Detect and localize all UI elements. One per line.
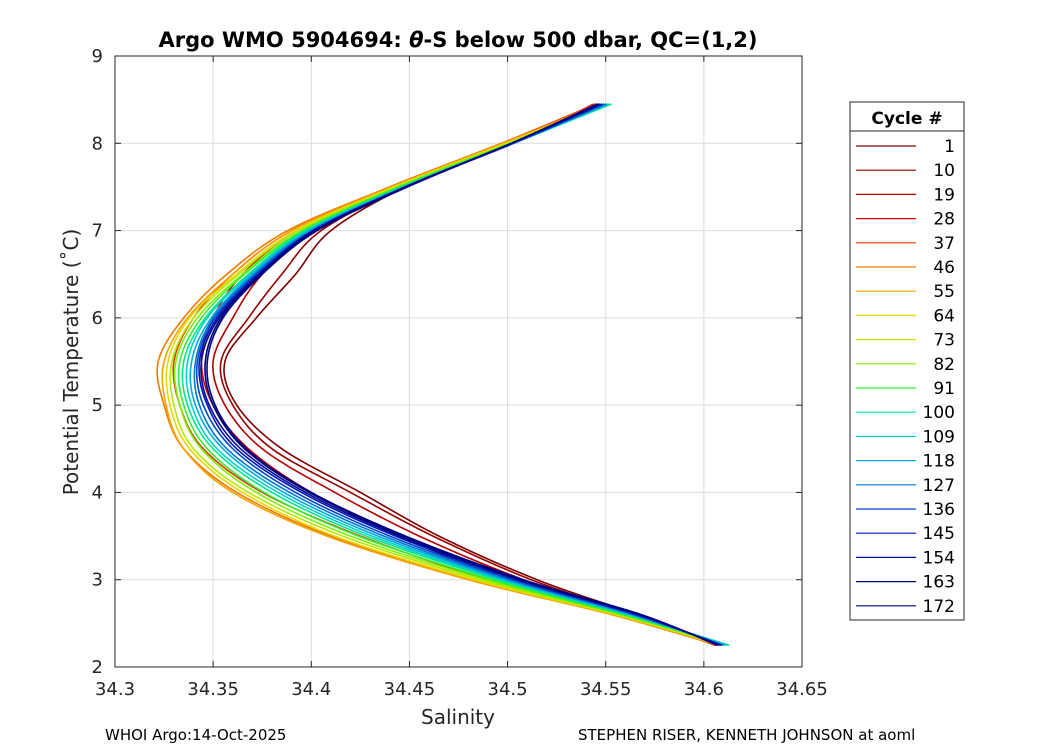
y-axis-label: Potential Temperature (˚C) bbox=[59, 229, 83, 496]
x-tick-label: 34.4 bbox=[291, 679, 331, 700]
x-tick-label: 34.65 bbox=[776, 679, 828, 700]
legend-label-118: 118 bbox=[923, 452, 955, 472]
legend-label-73: 73 bbox=[933, 331, 955, 351]
x-tick-label: 34.45 bbox=[384, 679, 436, 700]
legend-label-163: 163 bbox=[923, 573, 955, 593]
legend-label-37: 37 bbox=[933, 234, 955, 254]
x-tick-label: 34.55 bbox=[580, 679, 632, 700]
chart-title: Argo WMO 5904694: θ-S below 500 dbar, QC… bbox=[158, 28, 757, 52]
axes-box bbox=[114, 55, 803, 668]
legend-label-64: 64 bbox=[933, 306, 955, 326]
legend-label-136: 136 bbox=[923, 500, 955, 520]
x-tick-label: 34.3 bbox=[95, 679, 135, 700]
legend-label-19: 19 bbox=[933, 185, 955, 205]
legend-label-154: 154 bbox=[923, 548, 955, 568]
legend: Cycle # 1 10 19 28 37 46 55 64 73 82 91 100 109 118 12… bbox=[849, 101, 965, 621]
x-axis-label: Salinity bbox=[421, 705, 495, 729]
grid-lines bbox=[115, 56, 802, 667]
x-axis-ticks: 34.3 34.35 34.4 34.45 34.5 34.55 34.6 34.65 bbox=[95, 56, 828, 700]
x-tick-label: 34.5 bbox=[488, 679, 528, 700]
legend-label-10: 10 bbox=[933, 161, 955, 181]
x-tick-label: 34.35 bbox=[187, 679, 239, 700]
footer-left: WHOI Argo:14-Oct-2025 bbox=[105, 726, 287, 744]
y-tick-label: 4 bbox=[92, 482, 103, 503]
legend-items: 1 10 19 28 37 46 55 64 73 82 91 100 109 118 127 136 145 1… bbox=[856, 137, 955, 617]
legend-label-91: 91 bbox=[933, 379, 955, 399]
legend-label-1: 1 bbox=[944, 137, 955, 157]
y-tick-label: 3 bbox=[92, 570, 103, 591]
y-tick-label: 5 bbox=[92, 395, 103, 416]
legend-label-55: 55 bbox=[933, 282, 955, 302]
y-tick-label: 9 bbox=[92, 46, 103, 67]
y-tick-label: 2 bbox=[92, 657, 103, 678]
legend-label-145: 145 bbox=[923, 524, 955, 544]
legend-label-172: 172 bbox=[923, 597, 955, 617]
footer-right: STEPHEN RISER, KENNETH JOHNSON at aoml bbox=[578, 726, 916, 744]
legend-label-28: 28 bbox=[933, 210, 955, 230]
y-tick-label: 8 bbox=[92, 133, 103, 154]
y-axis-ticks: 2 3 4 5 6 7 8 9 bbox=[92, 46, 802, 678]
legend-title: Cycle # bbox=[871, 109, 942, 129]
y-tick-label: 6 bbox=[92, 308, 103, 329]
series-lines bbox=[156, 103, 730, 646]
legend-label-46: 46 bbox=[933, 258, 955, 278]
legend-label-82: 82 bbox=[933, 355, 955, 375]
legend-label-127: 127 bbox=[923, 476, 955, 496]
y-tick-label: 7 bbox=[92, 221, 103, 242]
x-tick-label: 34.6 bbox=[684, 679, 724, 700]
legend-label-100: 100 bbox=[923, 403, 955, 423]
legend-label-109: 109 bbox=[923, 427, 955, 447]
series-line-cycle-172 bbox=[206, 103, 718, 646]
